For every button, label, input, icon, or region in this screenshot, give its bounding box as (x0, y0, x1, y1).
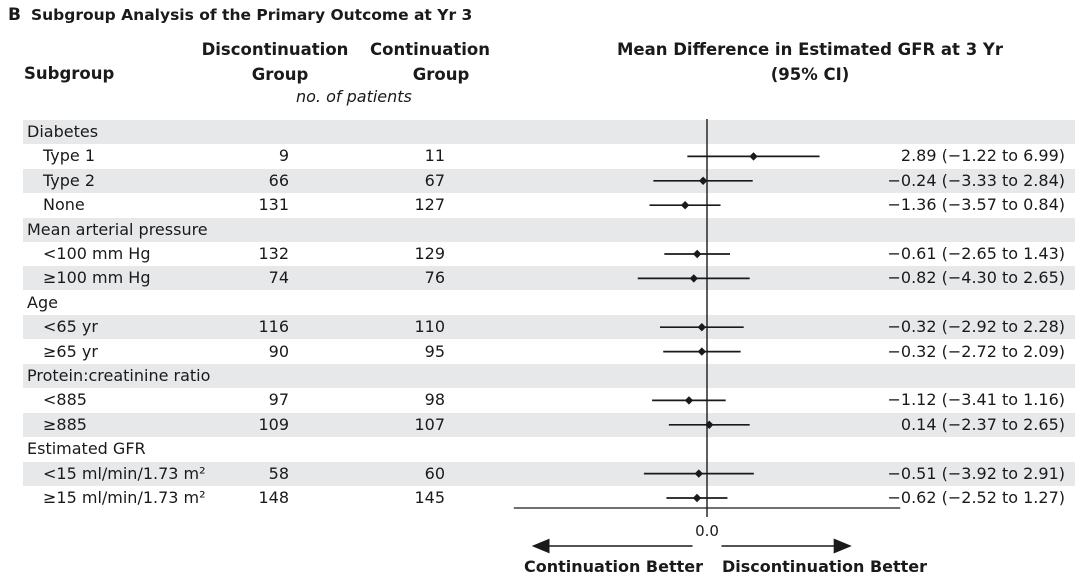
estimate-text: −0.82 (−4.30 to 2.65) (887, 268, 1066, 288)
estimate-text: −0.32 (−2.72 to 2.09) (887, 341, 1066, 361)
subgroup-label: <885 (43, 390, 87, 410)
discontinuation-count: 97 (268, 390, 289, 410)
subgroup-label: None (43, 195, 85, 215)
estimate-text: 0.14 (−2.37 to 2.65) (900, 414, 1065, 434)
estimate-text: 2.89 (−1.22 to 6.99) (900, 146, 1065, 166)
subgroup-heading-row: Age (23, 291, 1075, 315)
subgroup-label: ≥15 ml/min/1.73 m² (43, 488, 206, 507)
header-subgroup: Subgroup (24, 64, 115, 83)
subgroup-label: Diabetes (27, 122, 99, 141)
subgroup-label: <65 yr (43, 317, 98, 337)
subgroup-row: ≥65 yr 90 95 −0.32 (−2.72 to 2.09) (23, 340, 1075, 364)
estimate-text: −0.32 (−2.92 to 2.28) (887, 317, 1066, 337)
continuation-count: 60 (424, 463, 445, 483)
subgroup-label: <15 ml/min/1.73 m² (43, 463, 206, 483)
discontinuation-count: 109 (258, 414, 289, 434)
discontinuation-count: 74 (268, 268, 289, 288)
subgroup-row: None 131 127 −1.36 (−3.57 to 0.84) (23, 193, 1075, 217)
estimate-text: −0.51 (−3.92 to 2.91) (887, 463, 1066, 483)
figure-title: B Subgroup Analysis of the Primary Outcom… (8, 5, 472, 25)
subgroup-label: ≥885 (43, 414, 87, 434)
continuation-count: 76 (424, 268, 445, 288)
discontinuation-count: 9 (278, 146, 289, 166)
header-difference-line2: (95% CI) (770, 65, 850, 84)
estimate-text: −0.61 (−2.65 to 1.43) (887, 244, 1066, 263)
point-estimate-marker (705, 420, 714, 429)
axis-right-label: Discontinuation Better (722, 557, 928, 576)
estimate-text: −0.24 (−3.33 to 2.84) (887, 170, 1066, 190)
panel-letter: B (8, 5, 21, 25)
header-difference-line1: Mean Difference in Estimated GFR at 3 Yr (616, 40, 1004, 59)
units-note: no. of patients (296, 87, 412, 106)
continuation-count: 95 (424, 341, 445, 361)
point-estimate-marker (697, 347, 707, 356)
subgroup-heading-row: Protein:creatinine ratio (23, 364, 1075, 388)
subgroup-row: Type 1 9 11 2.89 (−1.22 to 6.99) (23, 144, 1075, 168)
discontinuation-count: 131 (258, 195, 289, 215)
subgroup-row: Type 2 66 67 −0.24 (−3.33 to 2.84) (23, 168, 1075, 193)
discontinuation-count: 58 (268, 463, 289, 483)
point-estimate-marker (684, 396, 694, 405)
subgroup-heading-row: Diabetes (23, 120, 1075, 144)
continuation-count: 98 (424, 390, 445, 410)
subgroup-heading-row: Mean arterial pressure (23, 217, 1075, 242)
header-difference: Mean Difference in Estimated GFR at 3 Yr… (600, 37, 1020, 87)
continuation-count: 110 (414, 317, 445, 337)
subgroup-row: <65 yr 116 110 −0.32 (−2.92 to 2.28) (23, 315, 1075, 340)
estimate-text: −1.12 (−3.41 to 1.16) (887, 390, 1066, 410)
discontinuation-count: 148 (258, 488, 289, 507)
zero-tick-label: 0.0 (695, 522, 719, 540)
subgroup-label: Mean arterial pressure (27, 219, 208, 239)
subgroup-row: ≥100 mm Hg 74 76 −0.82 (−4.30 to 2.65) (23, 266, 1075, 291)
header-continuation: Continuation Group (360, 37, 500, 87)
subgroup-label: Type 2 (43, 170, 96, 190)
estimate-text: −1.36 (−3.57 to 0.84) (887, 195, 1066, 215)
title-text: Subgroup Analysis of the Primary Outcome… (30, 6, 473, 24)
subgroup-row: <100 mm Hg 132 129 −0.61 (−2.65 to 1.43) (23, 242, 1075, 266)
point-estimate-marker (692, 249, 702, 259)
point-estimate-marker (692, 493, 702, 503)
discontinuation-count: 132 (258, 244, 289, 263)
header-discontinuation-line2: Group (251, 65, 309, 84)
header-discontinuation: Discontinuation Group (195, 37, 355, 87)
point-estimate-marker (689, 274, 698, 283)
continuation-count: 107 (414, 414, 445, 434)
discontinuation-count: 66 (268, 170, 289, 190)
estimate-text: −0.62 (−2.52 to 1.27) (887, 488, 1066, 507)
subgroup-heading-row: Estimated GFR (23, 437, 1075, 461)
point-estimate-marker (697, 323, 707, 332)
subgroup-label: Estimated GFR (27, 439, 146, 459)
continuation-count: 67 (424, 170, 445, 190)
axis-left-label: Continuation Better (524, 557, 704, 576)
header-discontinuation-line1: Discontinuation (201, 40, 349, 59)
discontinuation-count: 116 (258, 317, 289, 337)
subgroup-label: Protein:creatinine ratio (27, 366, 211, 385)
subgroup-label: ≥100 mm Hg (43, 268, 151, 288)
subgroup-row: <15 ml/min/1.73 m² 58 60 −0.51 (−3.92 to 2.… (23, 461, 1075, 486)
point-estimate-marker (698, 176, 708, 185)
point-estimate-marker (749, 152, 758, 161)
continuation-count: 127 (414, 195, 445, 215)
subgroup-label: ≥65 yr (43, 341, 98, 361)
subgroup-row: <885 97 98 −1.12 (−3.41 to 1.16) (23, 388, 1075, 412)
subgroup-label: Type 1 (43, 146, 96, 166)
point-estimate-marker (680, 201, 690, 210)
discontinuation-count: 90 (268, 341, 289, 361)
continuation-count: 145 (414, 488, 445, 507)
continuation-count: 129 (414, 244, 445, 263)
continuation-count: 11 (424, 146, 445, 166)
subgroup-label: Age (27, 292, 58, 312)
point-estimate-marker (694, 469, 703, 478)
subgroup-row: ≥885 109 107 0.14 (−2.37 to 2.65) (23, 412, 1075, 437)
header-continuation-line2: Group (412, 65, 470, 84)
subgroup-label: <100 mm Hg (43, 244, 151, 263)
header-continuation-line1: Continuation (370, 40, 490, 59)
subgroup-row: ≥15 ml/min/1.73 m² 148 145 −0.62 (−2.52 to … (23, 486, 1075, 510)
